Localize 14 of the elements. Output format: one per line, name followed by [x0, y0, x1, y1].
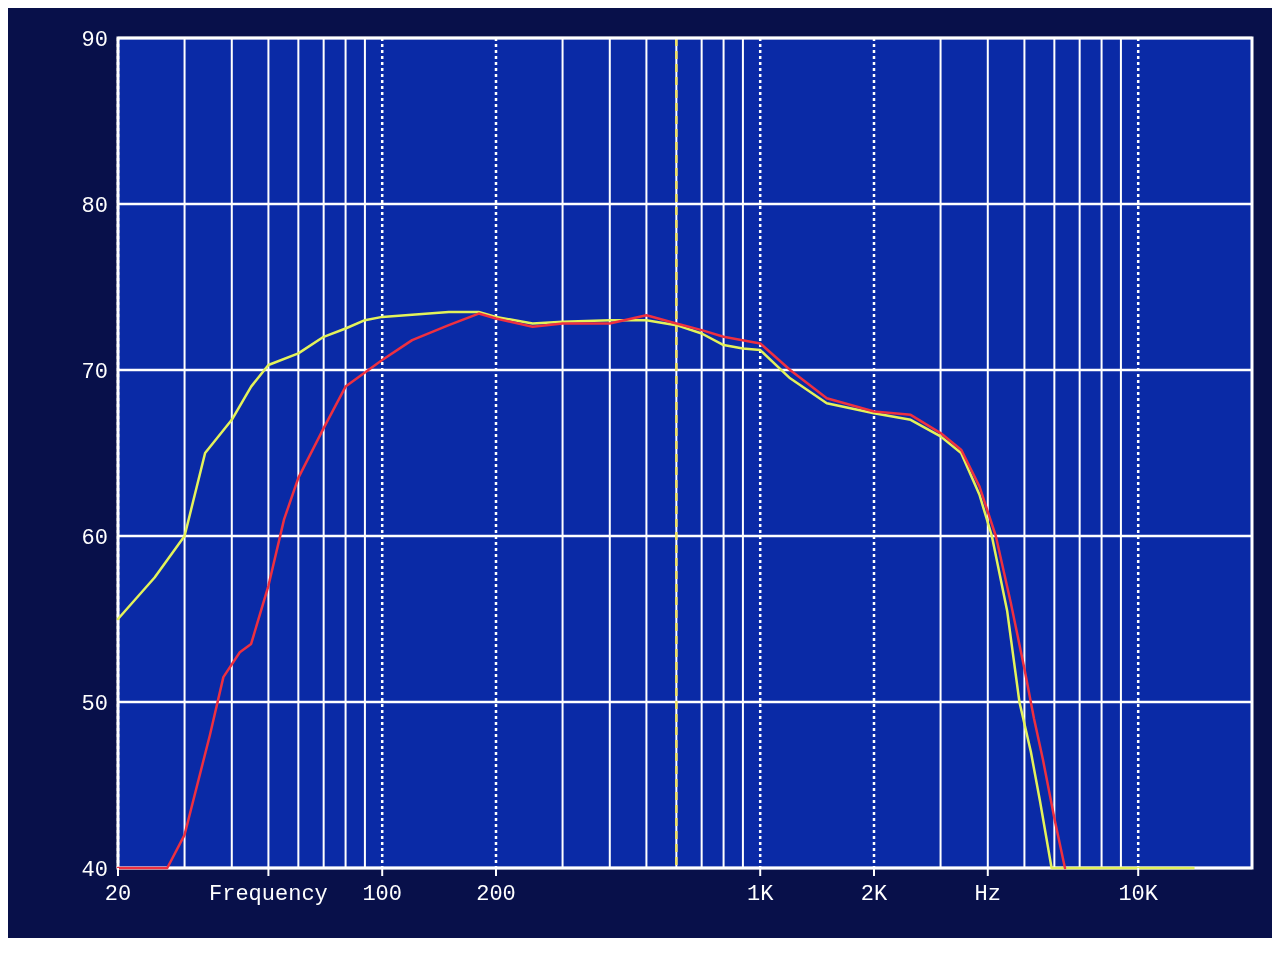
y-tick-label: 90	[81, 28, 108, 53]
y-tick-label: 60	[81, 526, 108, 551]
x-tick-label: 20	[104, 882, 132, 907]
x-tick-label: 200	[476, 882, 516, 907]
x-tick-label: 2K	[860, 882, 888, 907]
y-tick-label: 40	[81, 858, 108, 883]
x-tick-label: Frequency	[209, 882, 328, 907]
x-tick-label: 100	[362, 882, 403, 907]
y-tick-label: 70	[81, 360, 108, 385]
x-tick-label: Hz	[974, 882, 1001, 907]
y-tick-label: 80	[81, 194, 108, 219]
x-tick-label: 1K	[747, 882, 775, 907]
y-tick-label: 50	[81, 692, 108, 717]
x-tick-label: 10K	[1118, 882, 1159, 907]
